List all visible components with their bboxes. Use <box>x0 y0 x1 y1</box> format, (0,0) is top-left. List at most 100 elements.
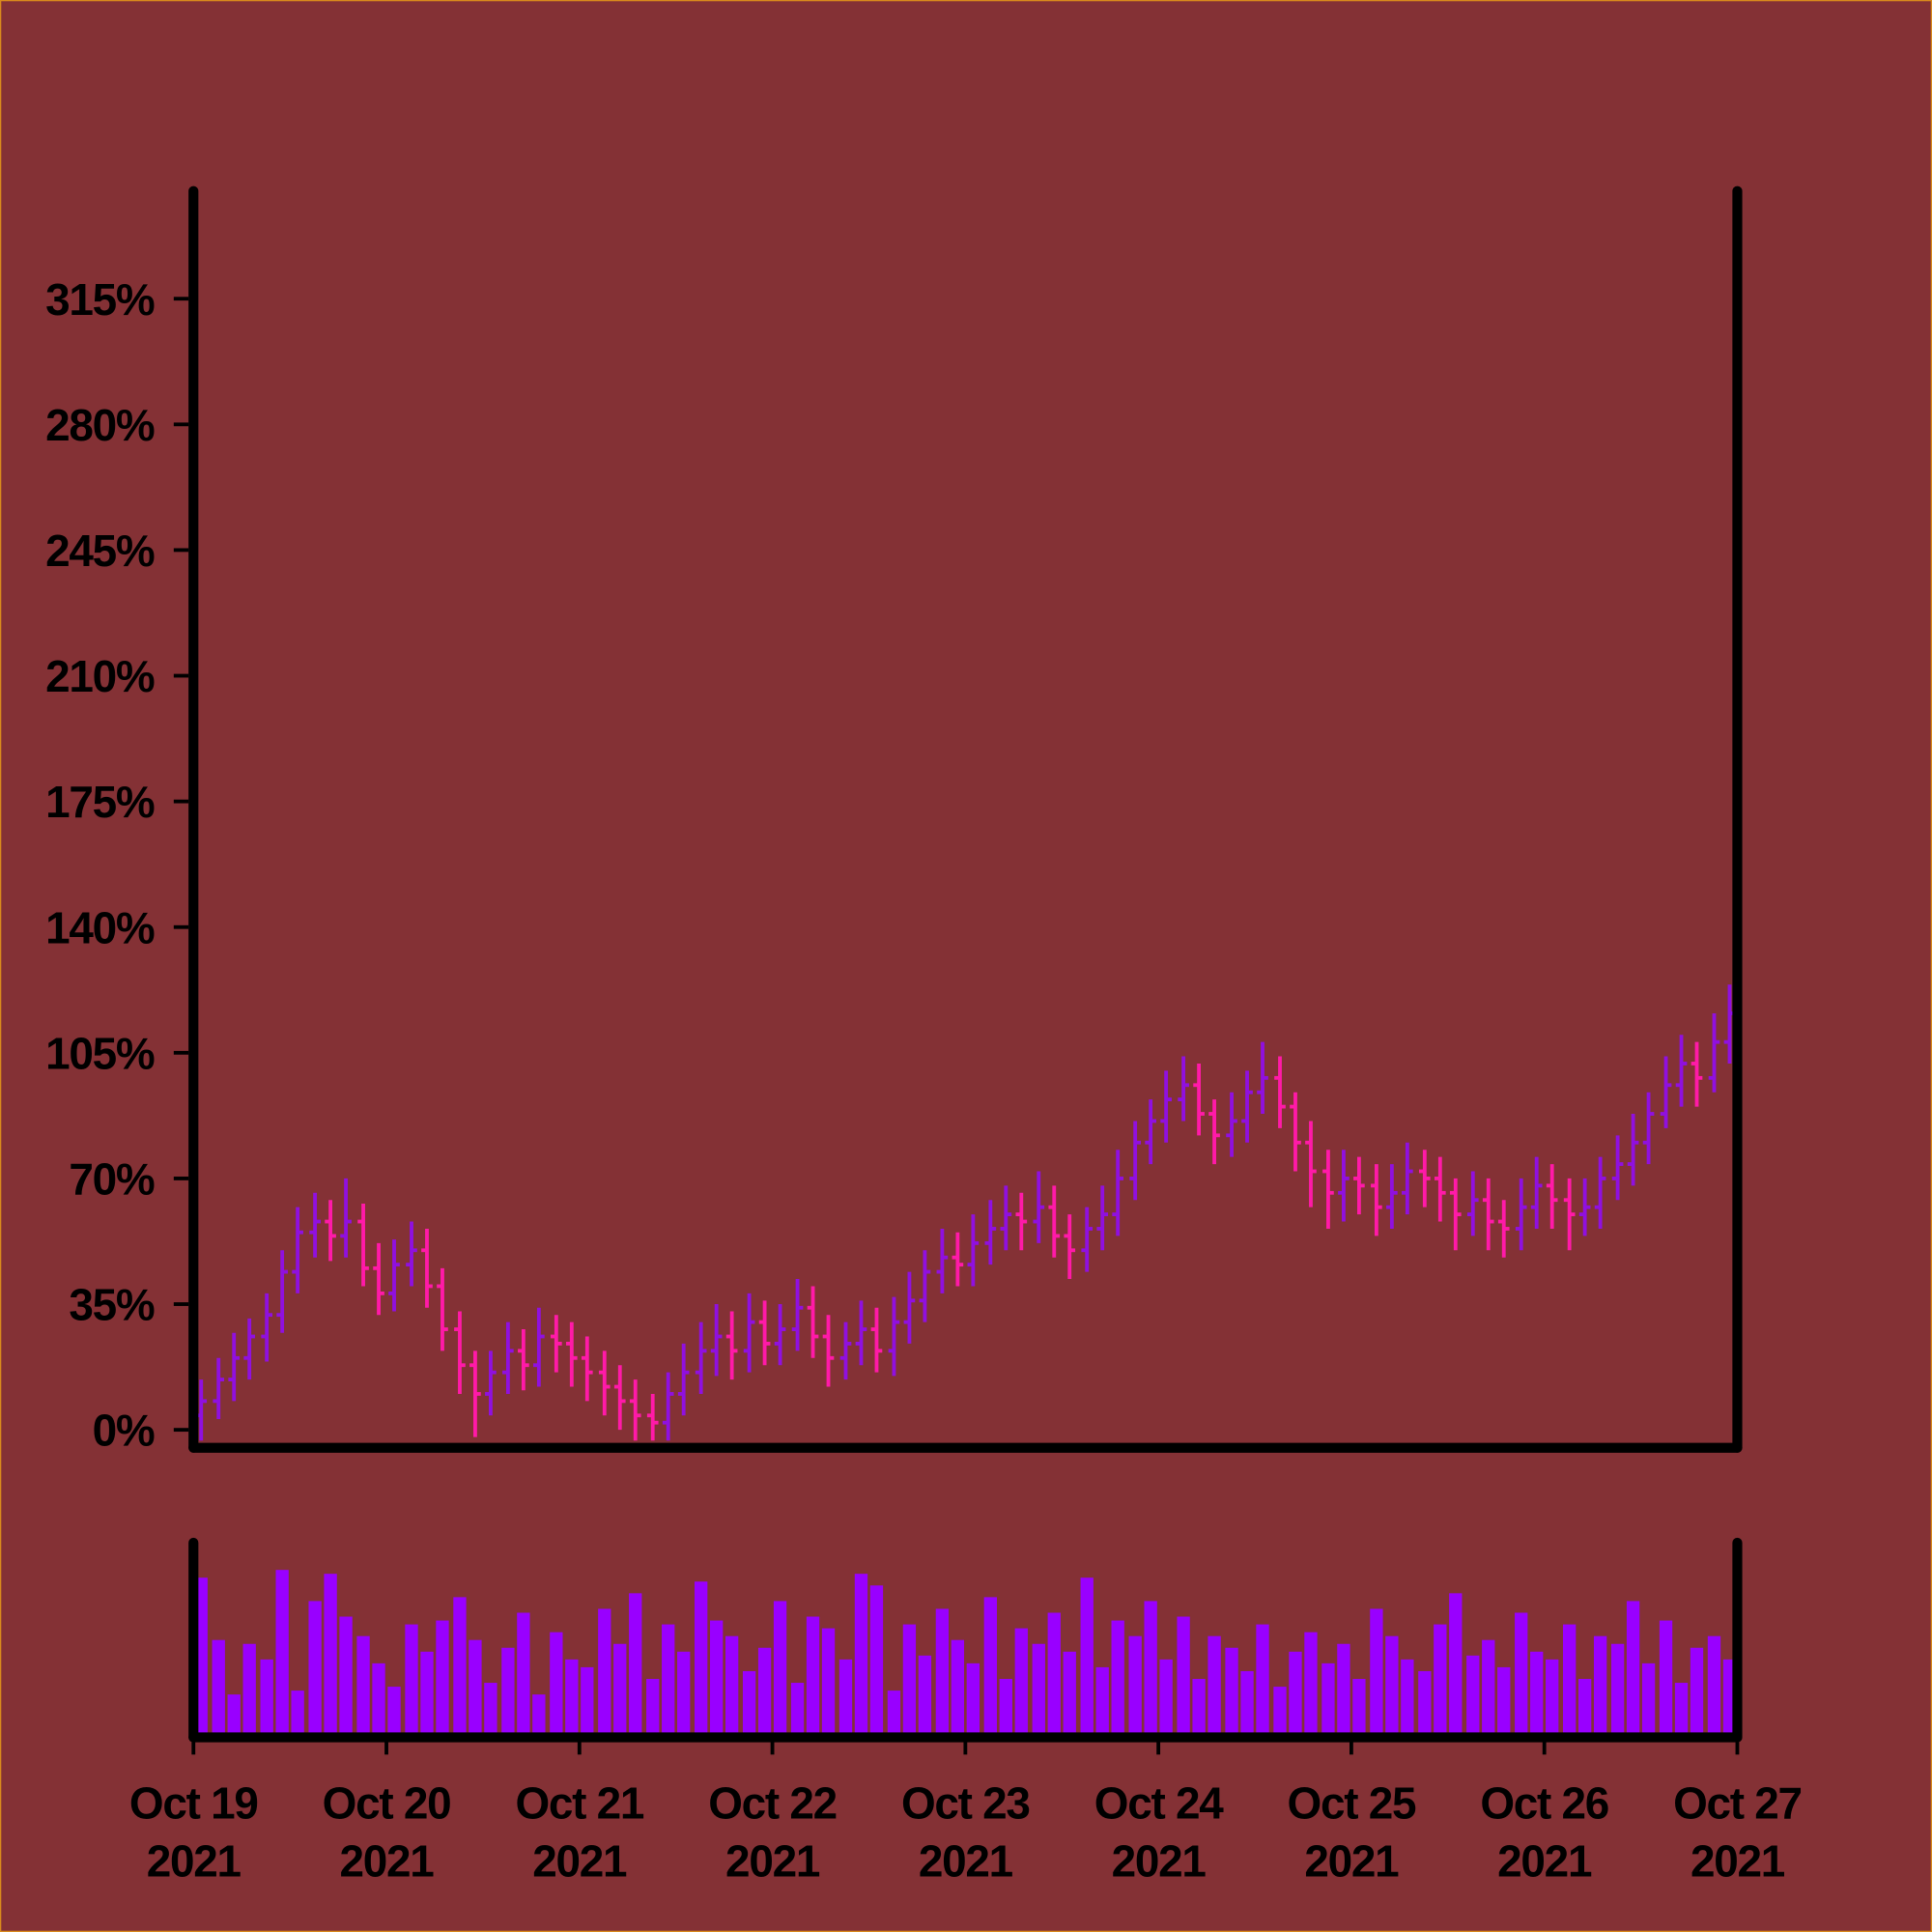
volume-bar <box>565 1659 579 1738</box>
volume-bar <box>806 1616 820 1738</box>
ohlc-bar <box>1112 1150 1124 1236</box>
ohlc-bar <box>1466 1171 1479 1236</box>
volume-bar <box>1095 1666 1109 1738</box>
volume-bar <box>1273 1687 1287 1738</box>
ohlc-bar <box>1000 1185 1012 1251</box>
volume-bar <box>709 1620 724 1738</box>
volume-bar <box>387 1687 401 1738</box>
ohlc-bar <box>646 1393 659 1441</box>
volume-bar <box>935 1608 950 1738</box>
ohlc-bar <box>1305 1121 1317 1208</box>
volume-bar <box>581 1666 594 1738</box>
ohlc-bar <box>551 1315 562 1373</box>
ohlc-bar <box>725 1311 738 1380</box>
volume-bar <box>742 1670 756 1738</box>
ohlc-bar <box>1226 1092 1237 1157</box>
volume-bar <box>821 1628 836 1738</box>
volume-bar <box>1159 1659 1173 1738</box>
x-tick-label: Oct 25 2021 <box>1288 1778 1416 1887</box>
ohlc-bar <box>613 1365 626 1431</box>
volume-bar <box>1192 1679 1206 1738</box>
y-tick-label: 105% <box>45 1028 155 1078</box>
x-tick-label: Oct 26 2021 <box>1480 1778 1608 1887</box>
ohlc-bar <box>774 1304 786 1366</box>
volume-bar <box>695 1581 708 1738</box>
volume-bar <box>1434 1624 1447 1738</box>
volume-bar <box>1641 1662 1656 1738</box>
ohlc-bar <box>325 1200 336 1262</box>
volume-bar <box>1370 1608 1383 1738</box>
volume-bar <box>1577 1679 1592 1738</box>
ohlc-bar <box>309 1192 321 1258</box>
ohlc-bar <box>1371 1164 1382 1236</box>
ohlc-bar <box>485 1350 497 1416</box>
ohlc-bar <box>1257 1041 1268 1115</box>
volume-bar <box>951 1639 965 1738</box>
y-tick-label: 280% <box>45 400 155 450</box>
x-tick-label: Oct 23 2021 <box>901 1778 1030 1887</box>
ohlc-bar <box>1708 1012 1720 1093</box>
volume-bar <box>1466 1655 1480 1738</box>
volume-bar <box>453 1597 467 1738</box>
volume-bar <box>324 1574 337 1738</box>
ohlc-bar <box>1434 1156 1446 1222</box>
volume-bar <box>1128 1635 1142 1738</box>
volume-bar <box>1337 1643 1350 1738</box>
ohlc-bar <box>1322 1150 1334 1229</box>
volume-bar <box>1482 1639 1495 1738</box>
volume-bar <box>501 1647 515 1738</box>
ohlc-bar <box>710 1304 723 1377</box>
ohlc-bar <box>565 1321 578 1387</box>
volume-bar <box>260 1659 273 1738</box>
ohlc-bar <box>1033 1171 1045 1243</box>
volume-bar <box>532 1694 546 1738</box>
volume-bar <box>339 1616 353 1738</box>
volume-bar <box>1659 1620 1673 1738</box>
volume-bar <box>372 1662 385 1738</box>
volume-bar <box>918 1655 932 1738</box>
ohlc-bar <box>1578 1178 1591 1236</box>
volume-bar <box>1690 1647 1704 1738</box>
volume-bar <box>1063 1651 1076 1738</box>
y-tick-label: 210% <box>45 651 155 701</box>
volume-bar <box>1497 1666 1511 1738</box>
x-tick-label: Oct 24 2021 <box>1094 1778 1224 1887</box>
x-tick-label: Oct 27 2021 <box>1673 1778 1802 1887</box>
ohlc-bar <box>1338 1150 1350 1222</box>
ohlc-bar <box>1611 1135 1624 1201</box>
ohlc-bar <box>967 1214 980 1287</box>
ohlc-bar <box>936 1228 949 1293</box>
volume-bar <box>1144 1601 1157 1738</box>
volume-bar <box>854 1574 868 1738</box>
volume-bar <box>436 1620 449 1738</box>
ohlc-bar <box>1497 1200 1510 1258</box>
ohlc-bar <box>1241 1070 1253 1143</box>
ohlc-bar <box>677 1343 690 1416</box>
ohlc-bar <box>1402 1142 1413 1215</box>
x-tick-label: Oct 22 2021 <box>708 1778 837 1887</box>
y-tick-label: 0% <box>93 1406 155 1456</box>
y-tick-label: 245% <box>45 526 155 576</box>
ohlc-bar <box>984 1200 997 1265</box>
volume-bar <box>1418 1670 1432 1738</box>
y-tick-label: 70% <box>69 1154 155 1205</box>
ohlc-bar <box>388 1239 400 1312</box>
ohlc-bar <box>1482 1178 1494 1251</box>
volume-bar <box>983 1597 997 1738</box>
volume-bar <box>869 1585 884 1738</box>
volume-bar <box>887 1690 901 1738</box>
ohlc-bar <box>1129 1121 1141 1201</box>
ohlc-bar <box>919 1250 931 1322</box>
volume-bar <box>1515 1612 1528 1738</box>
volume-bar <box>1289 1651 1302 1738</box>
volume-bar <box>662 1624 675 1738</box>
ohlc-bar <box>1145 1099 1156 1165</box>
volume-bar <box>1304 1632 1318 1738</box>
volume-bar <box>212 1639 225 1738</box>
volume-bar <box>838 1659 853 1738</box>
ohlc-bar <box>261 1293 272 1362</box>
x-tick-label: Oct 19 2021 <box>129 1778 258 1887</box>
volume-bar <box>1401 1659 1414 1738</box>
